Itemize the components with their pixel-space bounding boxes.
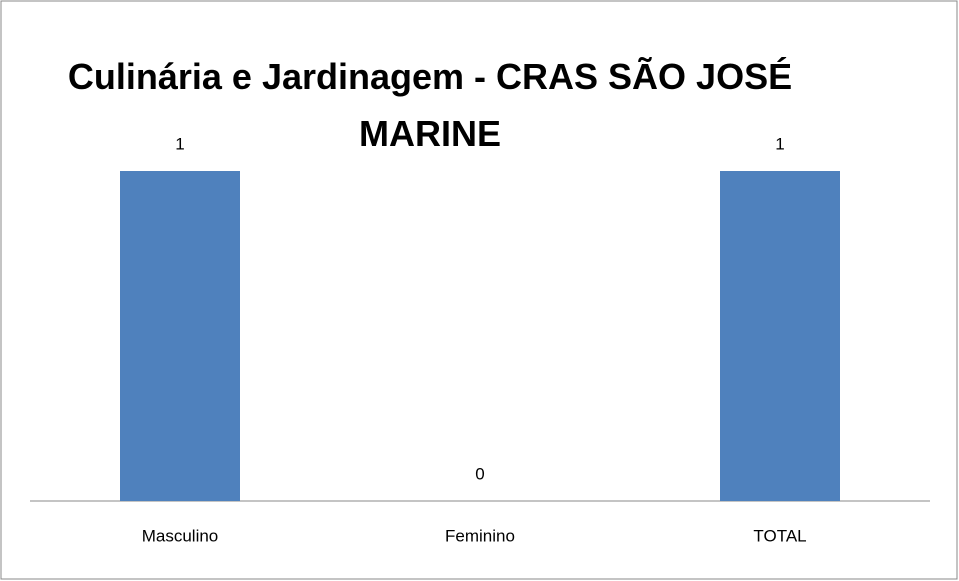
x-tick-label: TOTAL — [753, 526, 806, 545]
data-label: 0 — [475, 464, 484, 483]
bar — [120, 171, 240, 501]
x-tick-label: Feminino — [445, 526, 515, 545]
bar — [720, 171, 840, 501]
x-tick-label: Masculino — [142, 526, 219, 545]
data-label: 1 — [175, 134, 184, 153]
data-label: 1 — [775, 134, 784, 153]
chart-title: Culinária e Jardinagem - CRAS SÃO JOSÉ M… — [67, 56, 793, 154]
